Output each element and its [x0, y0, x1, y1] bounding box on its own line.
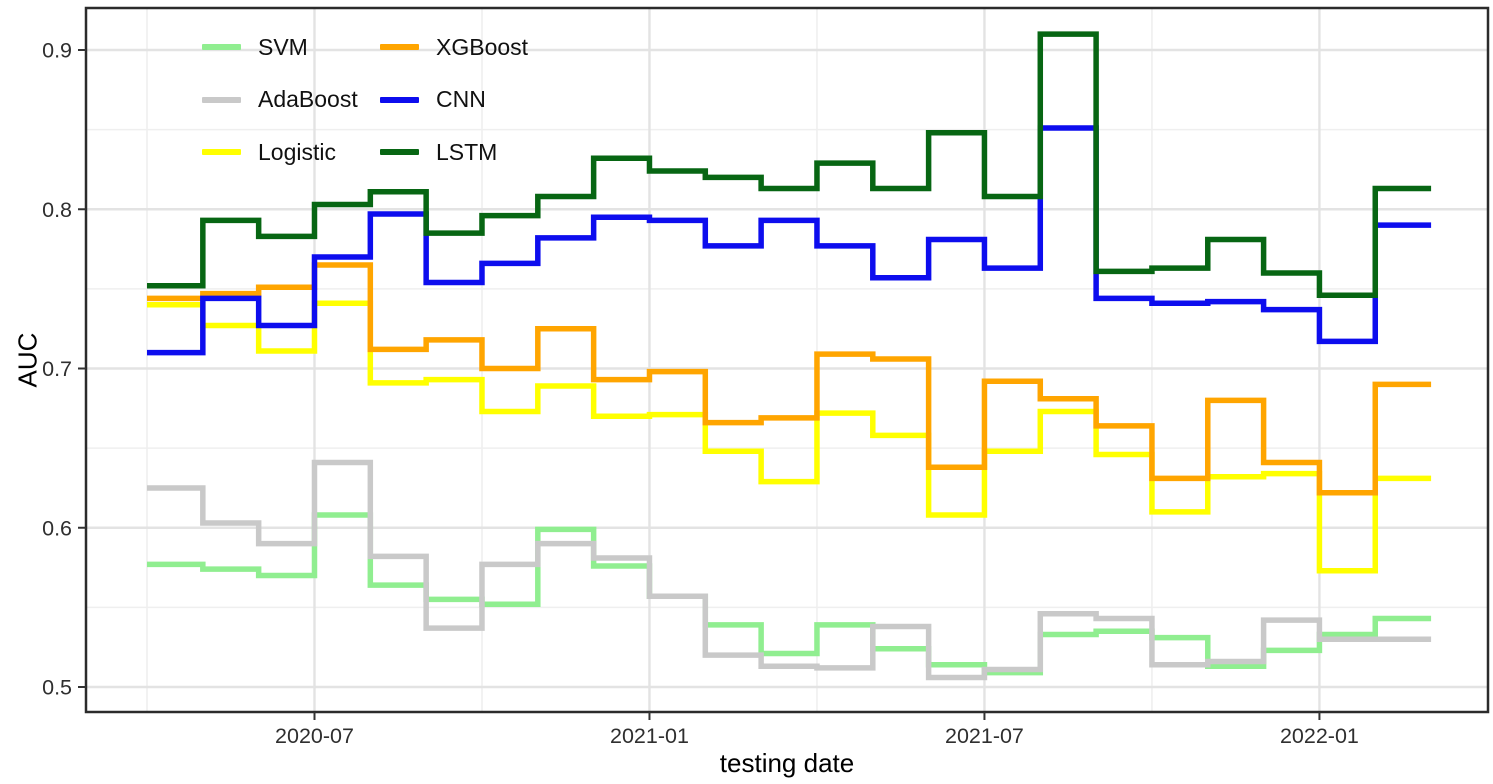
legend-column-2: XGBoost CNN LSTM: [380, 21, 528, 179]
legend-label-adaboost: AdaBoost: [258, 86, 358, 113]
y-tick-label: 0.6: [42, 516, 72, 540]
legend-column-1: SVM AdaBoost Logistic: [202, 21, 358, 179]
x-tick-label: 2020-07: [275, 724, 354, 748]
plot-panel: [86, 8, 1488, 712]
x-tick-label: 2022-01: [1280, 724, 1359, 748]
legend-item-cnn: CNN: [380, 74, 528, 127]
y-tick-label: 0.8: [42, 198, 72, 222]
xgboost-key-line-icon: [380, 44, 419, 51]
series-path-cnn: [147, 125, 1432, 356]
legend-item-lstm: LSTM: [380, 126, 528, 179]
legend-item-xgboost: XGBoost: [380, 21, 528, 74]
y-axis-title: AUC: [12, 332, 43, 388]
legend-item-svm: SVM: [202, 21, 358, 74]
legend-label-cnn: CNN: [436, 86, 486, 113]
cnn-key-line-icon: [380, 96, 419, 103]
x-tick-label: 2021-07: [945, 724, 1024, 748]
y-tick-label: 0.9: [42, 39, 72, 63]
logistic-key-line-icon: [202, 149, 241, 156]
legend-item-adaboost: AdaBoost: [202, 74, 358, 127]
y-tick-label: 0.7: [42, 357, 72, 381]
series-path-xgboost: [147, 262, 1432, 496]
legend-label-logistic: Logistic: [258, 138, 336, 165]
adaboost-key-line-icon: [202, 96, 241, 103]
legend-label-xgboost: XGBoost: [436, 33, 529, 60]
series-path-lstm: [147, 31, 1432, 298]
x-axis-title: testing date: [719, 748, 855, 778]
legend-label-svm: SVM: [258, 33, 308, 60]
series-path-adaboost: [147, 459, 1432, 681]
legend-label-lstm: LSTM: [436, 138, 498, 165]
y-tick-label: 0.5: [42, 676, 72, 700]
lstm-key-line-icon: [380, 149, 419, 156]
legend-item-logistic: Logistic: [202, 126, 358, 179]
panel-border: [84, 6, 1490, 714]
x-tick-label: 2021-01: [610, 724, 689, 748]
svm-key-line-icon: [202, 44, 241, 51]
